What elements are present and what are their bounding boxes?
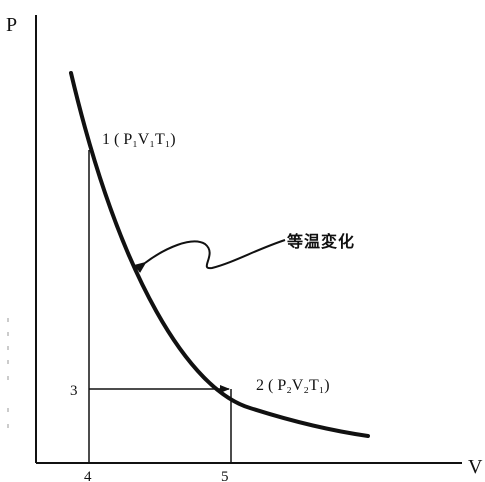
x-axis-label: V xyxy=(468,456,483,478)
state-2-label: 2 ( P₂V₂T₁) xyxy=(256,377,330,394)
state-1-label: 1 ( P₁V₁T₁) xyxy=(102,131,176,148)
x-tick-label-4: 4 xyxy=(84,469,92,482)
annotation-arrow xyxy=(145,240,285,268)
isothermal-change-label: 等温変化 xyxy=(286,232,355,251)
y-tick-label-3: 3 xyxy=(70,383,78,399)
x-tick-label-5: 5 xyxy=(221,469,229,482)
y-axis-label: P xyxy=(6,14,17,36)
